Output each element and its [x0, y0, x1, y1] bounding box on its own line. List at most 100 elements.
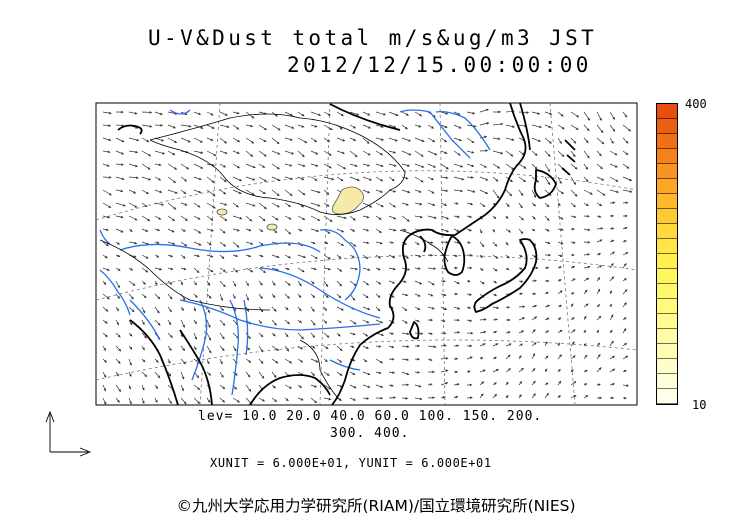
wind-arrow: [245, 371, 251, 378]
wind-arrow: [596, 163, 604, 170]
wind-arrow: [414, 189, 422, 193]
wind-arrow: [362, 293, 369, 299]
wind-arrow: [180, 137, 191, 143]
wind-arrow: [571, 253, 575, 257]
wind-arrow: [258, 293, 263, 300]
wind-arrow: [271, 215, 279, 221]
wind-arrow: [154, 397, 158, 404]
wind-arrow: [375, 228, 382, 234]
wind-arrow: [479, 163, 487, 168]
wind-arrow: [167, 124, 176, 129]
wind-arrow: [401, 150, 412, 156]
wind-arrow: [453, 189, 464, 193]
wind-arrow: [245, 150, 254, 157]
wind-arrow: [583, 383, 588, 386]
wind-arrow: [310, 332, 316, 338]
wind-arrow: [245, 202, 256, 207]
wind-arrow: [193, 137, 204, 143]
wind-arrow: [492, 280, 498, 284]
colorbar-band: [657, 389, 677, 404]
wind-arrow: [102, 150, 111, 154]
wind-arrow: [388, 111, 399, 116]
wind-arrow: [622, 369, 627, 373]
wind-arrow: [271, 202, 280, 208]
wind-arrow: [167, 137, 178, 143]
wind-arrow: [518, 176, 527, 183]
colorbar-band: [657, 284, 677, 299]
wind-arrow: [401, 397, 409, 400]
wind-arrow: [115, 110, 124, 114]
wind-arrow: [375, 137, 385, 141]
wind-arrow: [206, 241, 212, 246]
wind-arrow: [583, 124, 590, 132]
wind-arrow: [388, 357, 395, 361]
wind-arrow: [154, 111, 163, 116]
wind-arrow: [570, 241, 576, 244]
wind-arrow: [284, 189, 293, 197]
wind-arrow: [401, 189, 411, 194]
wind-arrow: [440, 382, 449, 386]
wind-arrow: [102, 215, 111, 219]
wind-arrow: [531, 316, 538, 321]
wind-arrow: [362, 384, 371, 388]
wind-arrow: [141, 319, 145, 326]
wind-arrow: [336, 293, 342, 299]
wind-arrow: [466, 111, 476, 115]
wind-arrow: [596, 124, 604, 134]
wind-arrow: [362, 137, 370, 144]
wind-arrow: [479, 189, 489, 195]
wind-arrow: [570, 111, 580, 118]
wind-arrow: [557, 354, 562, 360]
wind-arrow: [258, 137, 267, 142]
wind-arrow: [557, 329, 563, 334]
wind-arrow: [167, 150, 176, 156]
wind-arrow: [453, 357, 459, 361]
wind-arrow: [440, 280, 446, 283]
wind-arrow: [453, 254, 458, 257]
wind-arrow: [323, 358, 328, 362]
wind-arrow: [596, 342, 601, 347]
wind-arrow: [102, 189, 112, 196]
wind-arrow: [206, 306, 210, 314]
wind-arrow: [583, 303, 589, 308]
wind-arrow: [427, 358, 433, 361]
wind-arrow: [141, 124, 153, 128]
wind-arrow: [323, 319, 327, 324]
wind-arrow: [193, 280, 197, 286]
wind-arrow: [232, 150, 240, 154]
wind-arrow: [180, 241, 188, 247]
wind-arrow: [141, 280, 146, 285]
wind-arrow: [219, 397, 226, 403]
wind-arrow: [427, 280, 435, 286]
wind-arrow: [622, 289, 628, 295]
wind-arrow: [583, 253, 591, 256]
wind-arrow: [271, 293, 276, 299]
wind-arrow: [388, 384, 394, 387]
wind-arrow: [297, 384, 303, 388]
wind-arrow: [193, 202, 201, 208]
wind-arrow: [596, 227, 604, 230]
wind-arrow: [323, 280, 329, 288]
wind-arrow: [206, 371, 212, 376]
wind-arrow: [167, 293, 173, 300]
wind-arrow: [232, 241, 240, 248]
wind-arrow: [362, 215, 370, 219]
wind-arrow: [466, 253, 473, 257]
wind-arrow: [609, 201, 616, 205]
wind-arrow: [492, 356, 497, 360]
wind-arrow: [284, 293, 290, 299]
wind-arrow: [128, 332, 133, 337]
wind-arrow: [596, 396, 603, 400]
wind-arrow: [193, 111, 202, 115]
wind-arrow: [219, 358, 223, 365]
wind-arrow: [219, 150, 228, 155]
wind-arrow: [193, 332, 197, 340]
wind-arrow: [219, 215, 228, 222]
wind-arrow: [492, 110, 502, 114]
wind-arrow: [258, 267, 267, 274]
wind-arrow: [622, 111, 628, 118]
wind-arrow: [518, 355, 522, 360]
wind-arrow: [167, 254, 174, 258]
wind-arrow: [310, 267, 317, 271]
wind-arrow: [492, 137, 501, 141]
